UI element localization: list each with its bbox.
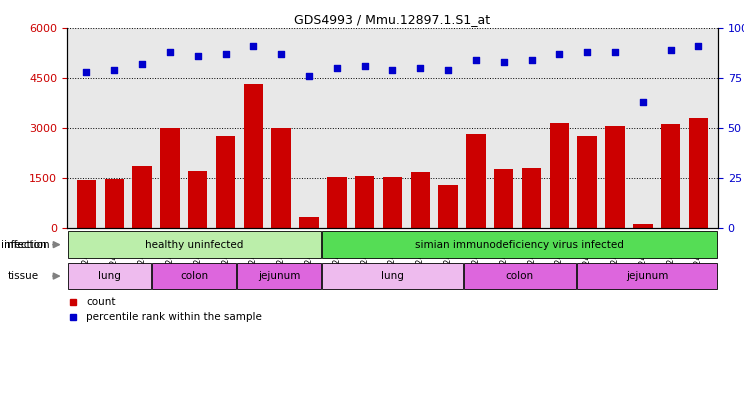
Bar <box>322 263 463 289</box>
Point <box>387 66 399 73</box>
Bar <box>661 124 681 228</box>
Point <box>525 57 537 63</box>
Point <box>192 52 204 59</box>
Point <box>693 42 705 49</box>
Text: colon: colon <box>506 271 534 281</box>
Text: percentile rank within the sample: percentile rank within the sample <box>86 312 263 322</box>
Bar <box>577 136 597 228</box>
Bar <box>272 128 291 228</box>
Point <box>414 64 426 71</box>
Point <box>609 48 621 55</box>
Text: jejunum: jejunum <box>626 271 668 281</box>
Point <box>637 99 649 105</box>
Title: GDS4993 / Mmu.12897.1.S1_at: GDS4993 / Mmu.12897.1.S1_at <box>295 13 490 26</box>
Bar <box>466 134 486 228</box>
Bar <box>577 263 717 289</box>
Bar <box>216 136 235 228</box>
Text: healthy uninfected: healthy uninfected <box>145 240 243 250</box>
Bar <box>689 118 708 228</box>
Bar <box>299 217 318 228</box>
Bar <box>77 180 96 228</box>
Point <box>303 72 315 79</box>
Bar <box>327 177 347 228</box>
Text: infection: infection <box>4 240 49 250</box>
Bar <box>68 231 321 258</box>
Point <box>248 42 260 49</box>
Bar <box>237 263 321 289</box>
Bar <box>243 84 263 228</box>
Point <box>331 64 343 71</box>
Text: infection: infection <box>1 240 46 250</box>
Point <box>470 57 482 63</box>
Bar <box>464 263 576 289</box>
Point <box>164 48 176 55</box>
Bar <box>438 185 458 228</box>
Point <box>581 48 593 55</box>
Bar <box>355 176 374 228</box>
Point <box>136 61 148 67</box>
Bar <box>322 231 717 258</box>
Bar <box>382 177 403 228</box>
Text: tissue: tissue <box>8 271 39 281</box>
Bar <box>550 123 569 228</box>
Text: lung: lung <box>381 271 404 281</box>
Point <box>664 46 676 53</box>
Bar <box>411 172 430 228</box>
Point <box>359 62 371 69</box>
Bar <box>494 169 513 228</box>
Bar <box>68 263 151 289</box>
Text: lung: lung <box>98 271 121 281</box>
Bar <box>188 171 208 228</box>
Text: colon: colon <box>180 271 208 281</box>
Point <box>109 66 121 73</box>
Bar <box>160 128 179 228</box>
Point <box>554 50 565 57</box>
Text: count: count <box>86 297 116 307</box>
Text: simian immunodeficiency virus infected: simian immunodeficiency virus infected <box>415 240 624 250</box>
Point <box>498 59 510 65</box>
Point <box>442 66 454 73</box>
Bar <box>153 263 237 289</box>
Point <box>219 50 231 57</box>
Bar <box>132 166 152 228</box>
Bar <box>606 126 625 228</box>
Bar <box>633 224 652 228</box>
Bar <box>104 179 124 228</box>
Point <box>80 68 92 75</box>
Point <box>275 50 287 57</box>
Bar <box>522 168 542 228</box>
Text: jejunum: jejunum <box>258 271 301 281</box>
